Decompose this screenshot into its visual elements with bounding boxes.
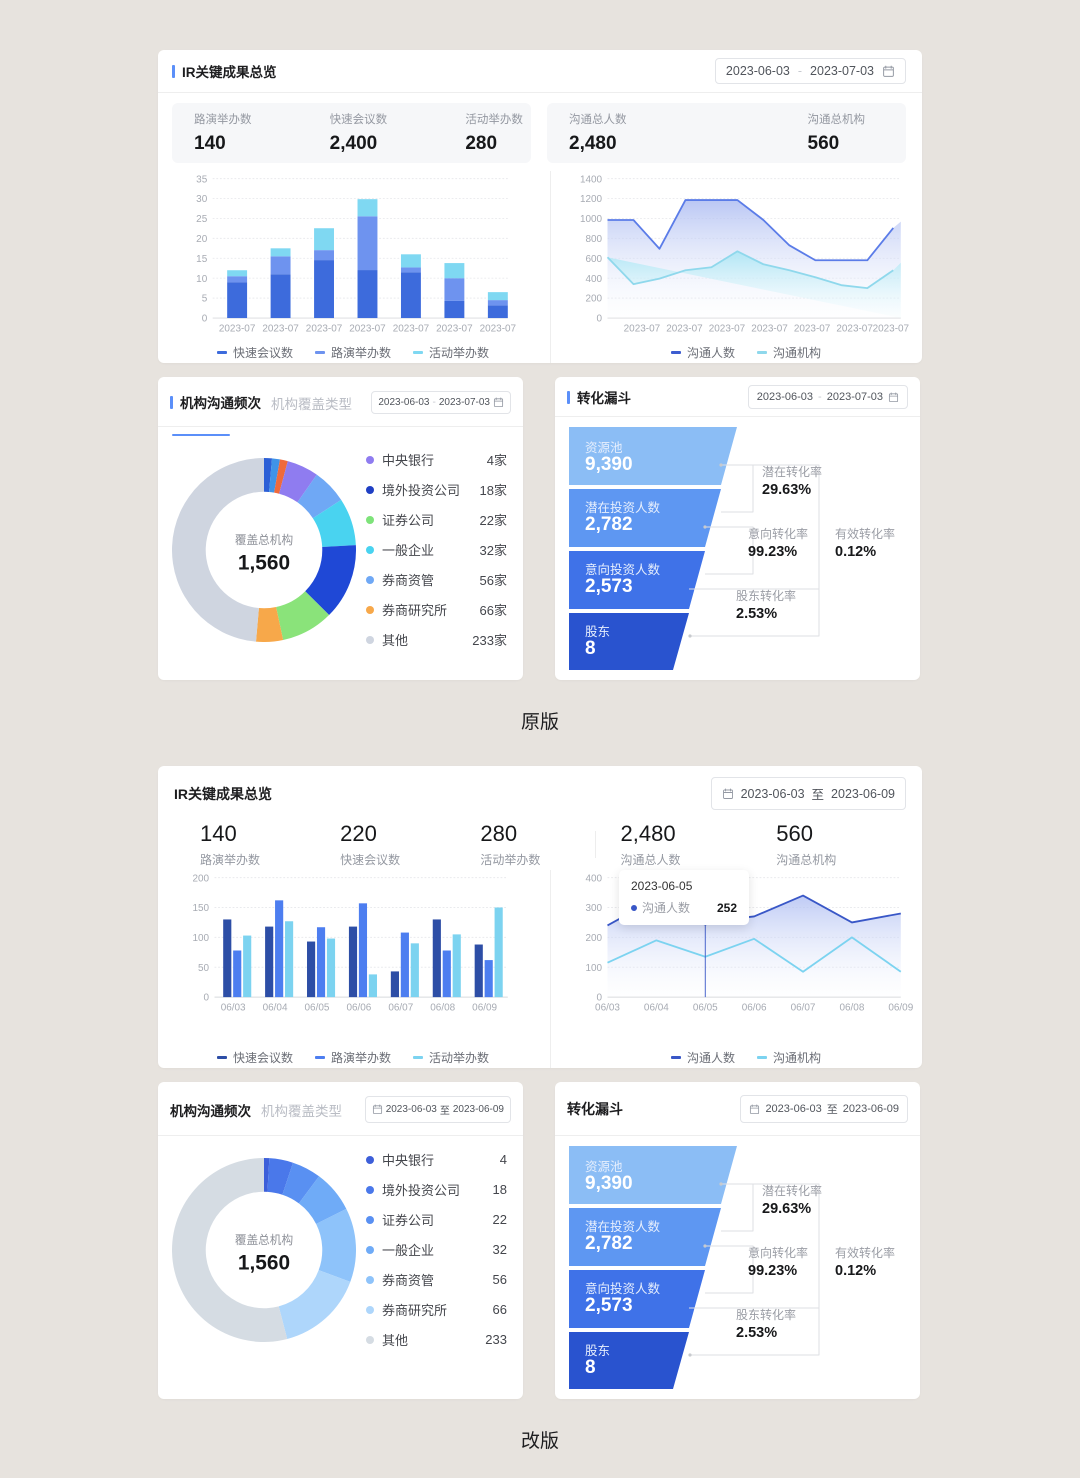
svg-text:2023-07: 2023-07 xyxy=(262,324,299,335)
svg-text:2023-07: 2023-07 xyxy=(666,324,703,335)
svg-text:400: 400 xyxy=(585,874,602,884)
svg-text:2023-07: 2023-07 xyxy=(751,324,788,335)
svg-text:10: 10 xyxy=(196,274,208,285)
svg-text:1200: 1200 xyxy=(580,194,603,205)
svg-text:50: 50 xyxy=(198,963,210,974)
svg-text:06/06: 06/06 xyxy=(346,1003,371,1014)
svg-text:200: 200 xyxy=(192,874,209,884)
svg-text:150: 150 xyxy=(192,903,209,914)
svg-text:06/07: 06/07 xyxy=(388,1003,413,1014)
svg-text:2023-07: 2023-07 xyxy=(794,324,831,335)
svg-text:06/04: 06/04 xyxy=(644,1003,669,1014)
svg-text:覆盖总机构: 覆盖总机构 xyxy=(235,1232,293,1246)
svg-text:06/05: 06/05 xyxy=(305,1003,330,1014)
svg-text:2023-07: 2023-07 xyxy=(480,324,517,335)
svg-text:100: 100 xyxy=(585,963,602,974)
svg-text:0: 0 xyxy=(204,993,210,1004)
svg-text:06/03: 06/03 xyxy=(595,1003,620,1014)
svg-text:300: 300 xyxy=(585,903,602,914)
svg-text:06/08: 06/08 xyxy=(839,1003,864,1014)
svg-text:25: 25 xyxy=(196,214,208,225)
svg-text:100: 100 xyxy=(192,933,209,944)
svg-text:06/03: 06/03 xyxy=(221,1003,246,1014)
svg-text:400: 400 xyxy=(585,274,602,285)
svg-text:1,560: 1,560 xyxy=(238,1251,290,1274)
svg-text:800: 800 xyxy=(585,234,602,245)
svg-text:1000: 1000 xyxy=(580,214,603,225)
svg-text:06/09: 06/09 xyxy=(888,1003,913,1014)
svg-text:2023-07: 2023-07 xyxy=(349,324,386,335)
svg-text:06/08: 06/08 xyxy=(430,1003,455,1014)
svg-text:2023-07: 2023-07 xyxy=(709,324,746,335)
svg-text:600: 600 xyxy=(585,254,602,265)
svg-text:2023-07: 2023-07 xyxy=(306,324,343,335)
svg-text:200: 200 xyxy=(585,294,602,305)
svg-text:2023-07: 2023-07 xyxy=(873,324,910,335)
svg-text:06/05: 06/05 xyxy=(693,1003,718,1014)
svg-text:2023-07: 2023-07 xyxy=(436,324,473,335)
svg-text:06/04: 06/04 xyxy=(263,1003,288,1014)
svg-text:2023-07: 2023-07 xyxy=(393,324,430,335)
svg-text:15: 15 xyxy=(196,254,208,265)
svg-text:06/06: 06/06 xyxy=(742,1003,767,1014)
svg-text:35: 35 xyxy=(196,175,208,185)
svg-text:2023-07: 2023-07 xyxy=(624,324,661,335)
svg-text:20: 20 xyxy=(196,234,208,245)
svg-text:覆盖总机构: 覆盖总机构 xyxy=(235,532,293,546)
svg-text:06/09: 06/09 xyxy=(472,1003,497,1014)
svg-text:06/07: 06/07 xyxy=(791,1003,816,1014)
svg-text:0: 0 xyxy=(202,314,208,325)
svg-text:1,560: 1,560 xyxy=(238,551,290,574)
svg-text:1400: 1400 xyxy=(580,175,603,185)
svg-text:5: 5 xyxy=(202,294,208,305)
svg-text:200: 200 xyxy=(585,933,602,944)
svg-text:0: 0 xyxy=(597,314,603,325)
svg-text:30: 30 xyxy=(196,194,208,205)
svg-text:2023-07: 2023-07 xyxy=(836,324,873,335)
svg-text:2023-07: 2023-07 xyxy=(219,324,256,335)
